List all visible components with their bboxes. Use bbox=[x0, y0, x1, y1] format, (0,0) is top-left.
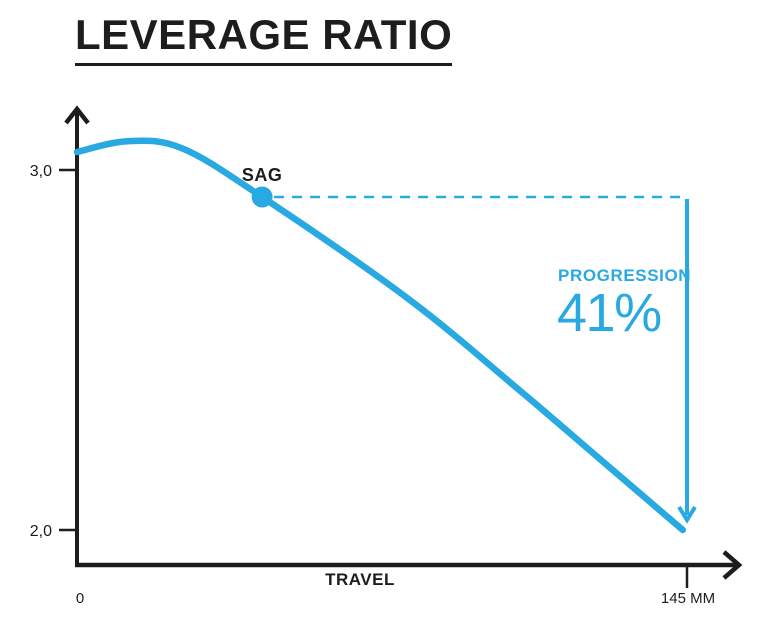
sag-point-marker bbox=[251, 186, 273, 208]
x-tick-label-origin: 0 bbox=[76, 590, 84, 607]
progression-label: PROGRESSION bbox=[558, 266, 691, 285]
y-axis-arrow-icon bbox=[64, 105, 90, 125]
y-tick-label-bottom: 2,0 bbox=[30, 523, 52, 540]
progression-value: 41% bbox=[557, 283, 661, 343]
page-title: LEVERAGE RATIO bbox=[75, 14, 453, 66]
y-tick-label-top: 3,0 bbox=[30, 163, 52, 180]
x-tick-label-end: 145 MM bbox=[661, 590, 715, 607]
progression-arrow-icon bbox=[677, 505, 697, 524]
leverage-ratio-curve bbox=[73, 137, 687, 534]
sag-label: SAG bbox=[242, 165, 283, 185]
x-axis-arrow-icon bbox=[722, 550, 743, 580]
x-axis-title: TRAVEL bbox=[325, 570, 395, 589]
